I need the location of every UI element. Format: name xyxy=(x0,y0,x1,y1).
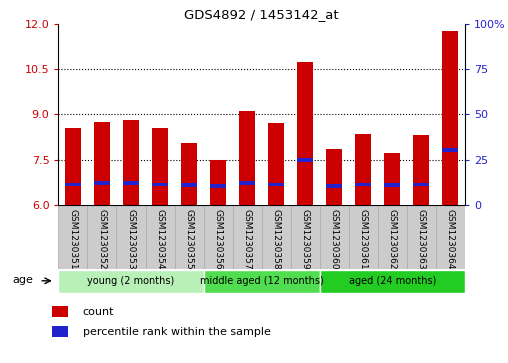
Bar xyxy=(204,270,320,293)
Bar xyxy=(123,120,139,205)
Text: GSM1230353: GSM1230353 xyxy=(126,209,136,270)
Bar xyxy=(320,205,348,269)
Bar xyxy=(442,31,458,205)
Bar xyxy=(384,183,400,187)
Title: GDS4892 / 1453142_at: GDS4892 / 1453142_at xyxy=(184,8,339,21)
Bar xyxy=(326,149,342,205)
Bar xyxy=(407,205,436,269)
Text: GSM1230364: GSM1230364 xyxy=(446,209,455,269)
Text: GSM1230357: GSM1230357 xyxy=(243,209,251,270)
Bar xyxy=(442,148,458,152)
Bar xyxy=(326,184,342,188)
Bar xyxy=(297,158,313,162)
Text: GSM1230358: GSM1230358 xyxy=(272,209,280,270)
Bar xyxy=(268,183,284,187)
Bar xyxy=(123,182,139,185)
Bar xyxy=(355,134,371,205)
Bar xyxy=(52,306,68,317)
Bar xyxy=(262,205,291,269)
Text: count: count xyxy=(83,307,114,317)
Bar xyxy=(378,205,407,269)
Text: GSM1230359: GSM1230359 xyxy=(301,209,310,270)
Bar xyxy=(65,128,81,205)
Text: GSM1230363: GSM1230363 xyxy=(417,209,426,270)
Text: GSM1230360: GSM1230360 xyxy=(330,209,339,270)
Text: middle aged (12 months): middle aged (12 months) xyxy=(200,276,324,286)
Bar xyxy=(181,183,197,187)
Bar xyxy=(58,270,204,293)
Text: percentile rank within the sample: percentile rank within the sample xyxy=(83,327,271,337)
Text: GSM1230355: GSM1230355 xyxy=(184,209,194,270)
Bar xyxy=(291,205,320,269)
Bar xyxy=(87,205,116,269)
Bar xyxy=(320,270,465,293)
Text: GSM1230356: GSM1230356 xyxy=(213,209,223,270)
Bar xyxy=(94,122,110,205)
Bar xyxy=(94,182,110,185)
Bar xyxy=(210,160,226,205)
Bar xyxy=(52,326,68,337)
Bar xyxy=(355,183,371,187)
Text: young (2 months): young (2 months) xyxy=(87,276,175,286)
Bar xyxy=(175,205,204,269)
Bar xyxy=(152,128,168,205)
Bar xyxy=(239,111,255,205)
Bar xyxy=(210,184,226,188)
Text: aged (24 months): aged (24 months) xyxy=(348,276,436,286)
Text: GSM1230354: GSM1230354 xyxy=(155,209,165,269)
Text: GSM1230351: GSM1230351 xyxy=(69,209,77,270)
Bar xyxy=(181,143,197,205)
Bar xyxy=(414,183,429,187)
Bar xyxy=(297,62,313,205)
Text: GSM1230361: GSM1230361 xyxy=(359,209,368,270)
Bar xyxy=(233,205,262,269)
Bar xyxy=(348,205,378,269)
Bar xyxy=(436,205,465,269)
Bar xyxy=(239,182,255,185)
Bar xyxy=(152,183,168,187)
Bar xyxy=(58,205,87,269)
Bar xyxy=(414,135,429,205)
Bar xyxy=(145,205,175,269)
Bar xyxy=(268,123,284,205)
Text: GSM1230362: GSM1230362 xyxy=(388,209,397,269)
Bar xyxy=(384,153,400,205)
Text: age: age xyxy=(13,275,34,285)
Bar xyxy=(204,205,233,269)
Bar xyxy=(65,183,81,187)
Text: GSM1230352: GSM1230352 xyxy=(98,209,107,269)
Bar xyxy=(116,205,145,269)
